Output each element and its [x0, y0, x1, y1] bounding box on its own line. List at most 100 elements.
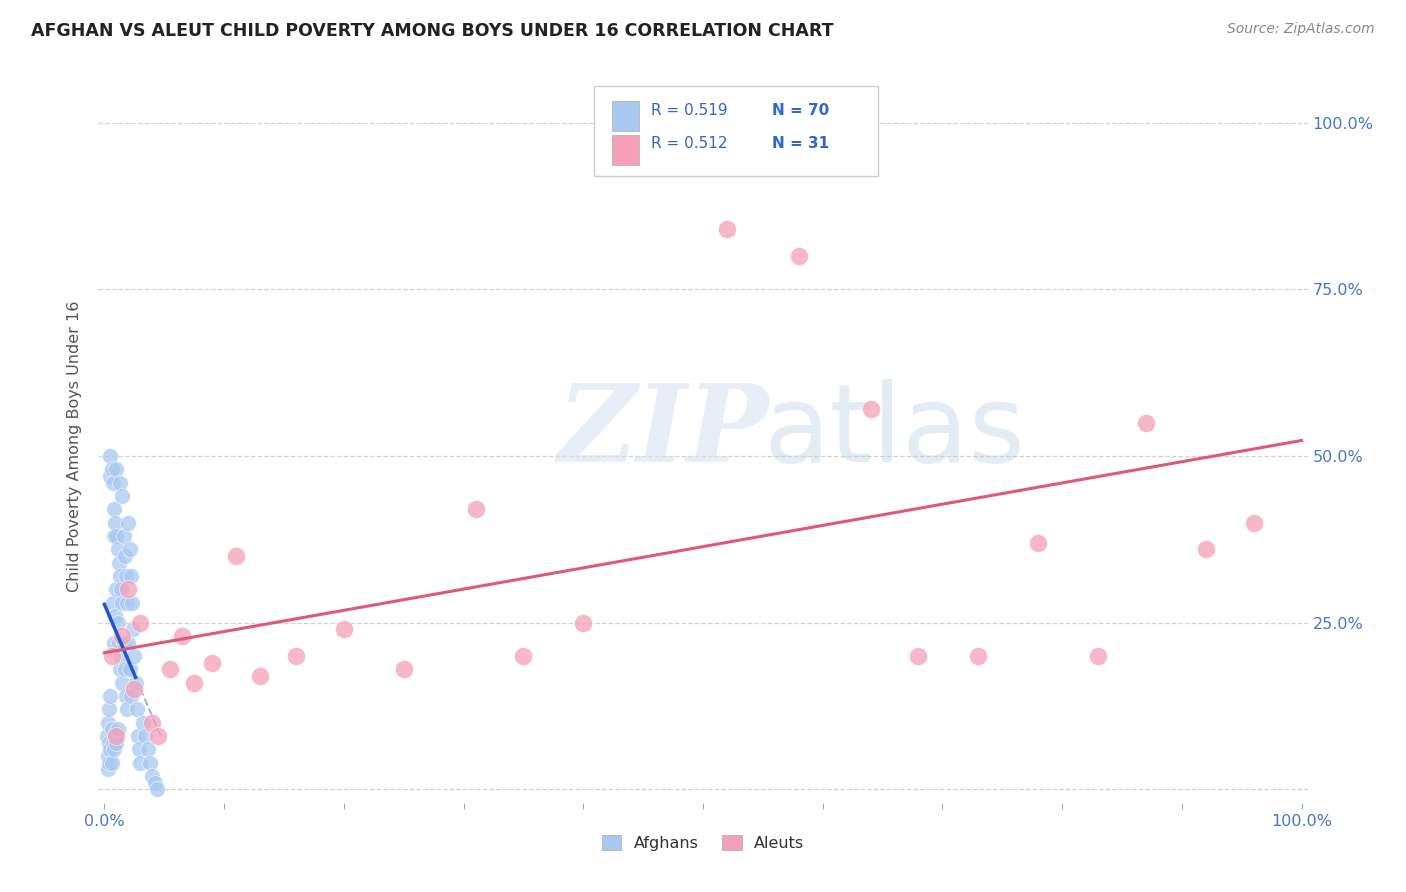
Point: [143, 776, 166, 790]
Point: [141, 715, 163, 730]
Point: [111, 675, 134, 690]
Point: [104, 516, 127, 530]
Point: [97, 763, 120, 777]
Point: [103, 529, 125, 543]
Point: [103, 502, 125, 516]
Point: [1195, 542, 1218, 557]
Point: [100, 742, 122, 756]
Point: [1243, 516, 1265, 530]
Point: [132, 715, 155, 730]
Point: [111, 489, 134, 503]
FancyBboxPatch shape: [613, 135, 638, 165]
Point: [104, 609, 127, 624]
Point: [129, 756, 152, 770]
Text: R = 0.512: R = 0.512: [651, 136, 727, 152]
Text: Source: ZipAtlas.com: Source: ZipAtlas.com: [1227, 22, 1375, 37]
Point: [967, 649, 990, 664]
Text: N = 31: N = 31: [772, 136, 830, 152]
Point: [111, 596, 134, 610]
Point: [100, 469, 122, 483]
Point: [1026, 535, 1049, 549]
Point: [122, 623, 145, 637]
Point: [120, 569, 142, 583]
Point: [103, 742, 125, 756]
Point: [107, 556, 129, 570]
Point: [124, 649, 146, 664]
Point: [115, 689, 138, 703]
Point: [96, 729, 118, 743]
Text: R = 0.519: R = 0.519: [651, 103, 728, 118]
Point: [125, 702, 148, 716]
Point: [787, 249, 810, 263]
Point: [859, 402, 882, 417]
Point: [1135, 416, 1157, 430]
Point: [141, 769, 163, 783]
Point: [134, 729, 156, 743]
Text: AFGHAN VS ALEUT CHILD POVERTY AMONG BOYS UNDER 16 CORRELATION CHART: AFGHAN VS ALEUT CHILD POVERTY AMONG BOYS…: [31, 22, 834, 40]
Point: [101, 736, 124, 750]
Point: [284, 649, 307, 664]
Point: [124, 675, 146, 690]
Point: [103, 636, 125, 650]
Point: [148, 729, 170, 743]
Point: [100, 756, 122, 770]
Point: [108, 569, 131, 583]
Point: [105, 736, 128, 750]
Y-axis label: Child Poverty Among Boys Under 16: Child Poverty Among Boys Under 16: [67, 301, 83, 591]
Point: [105, 582, 128, 597]
Point: [100, 462, 122, 476]
Point: [716, 222, 738, 236]
Point: [128, 742, 150, 756]
Point: [333, 623, 356, 637]
Point: [100, 723, 122, 737]
Point: [104, 729, 127, 743]
Point: [97, 749, 120, 764]
Point: [110, 649, 132, 664]
Point: [121, 596, 143, 610]
Point: [107, 542, 129, 557]
Point: [105, 462, 128, 476]
Point: [112, 529, 135, 543]
Point: [172, 629, 194, 643]
Point: [114, 549, 136, 563]
Point: [101, 475, 124, 490]
Point: [98, 736, 121, 750]
Point: [107, 615, 129, 630]
Point: [100, 689, 122, 703]
Point: [108, 662, 131, 676]
Point: [101, 596, 124, 610]
Point: [572, 615, 595, 630]
Point: [105, 529, 128, 543]
Point: [110, 582, 132, 597]
Point: [111, 629, 134, 643]
Point: [100, 449, 122, 463]
Point: [117, 636, 139, 650]
Point: [124, 682, 146, 697]
Point: [117, 582, 139, 597]
Point: [512, 649, 534, 664]
Point: [201, 656, 224, 670]
Point: [115, 569, 138, 583]
Point: [1087, 649, 1109, 664]
Point: [159, 662, 181, 676]
Point: [120, 689, 142, 703]
Point: [464, 502, 486, 516]
FancyBboxPatch shape: [595, 87, 879, 176]
Point: [907, 649, 929, 664]
Point: [129, 615, 152, 630]
Point: [107, 723, 129, 737]
FancyBboxPatch shape: [613, 102, 638, 131]
Point: [644, 115, 666, 129]
Text: ZIP: ZIP: [558, 379, 769, 484]
Point: [115, 702, 138, 716]
Point: [105, 729, 128, 743]
Point: [97, 715, 120, 730]
Point: [117, 516, 139, 530]
Point: [100, 649, 122, 664]
Point: [127, 729, 149, 743]
Point: [118, 662, 141, 676]
Point: [112, 636, 135, 650]
Point: [98, 756, 121, 770]
Legend: Afghans, Aleuts: Afghans, Aleuts: [593, 828, 813, 859]
Point: [114, 662, 136, 676]
